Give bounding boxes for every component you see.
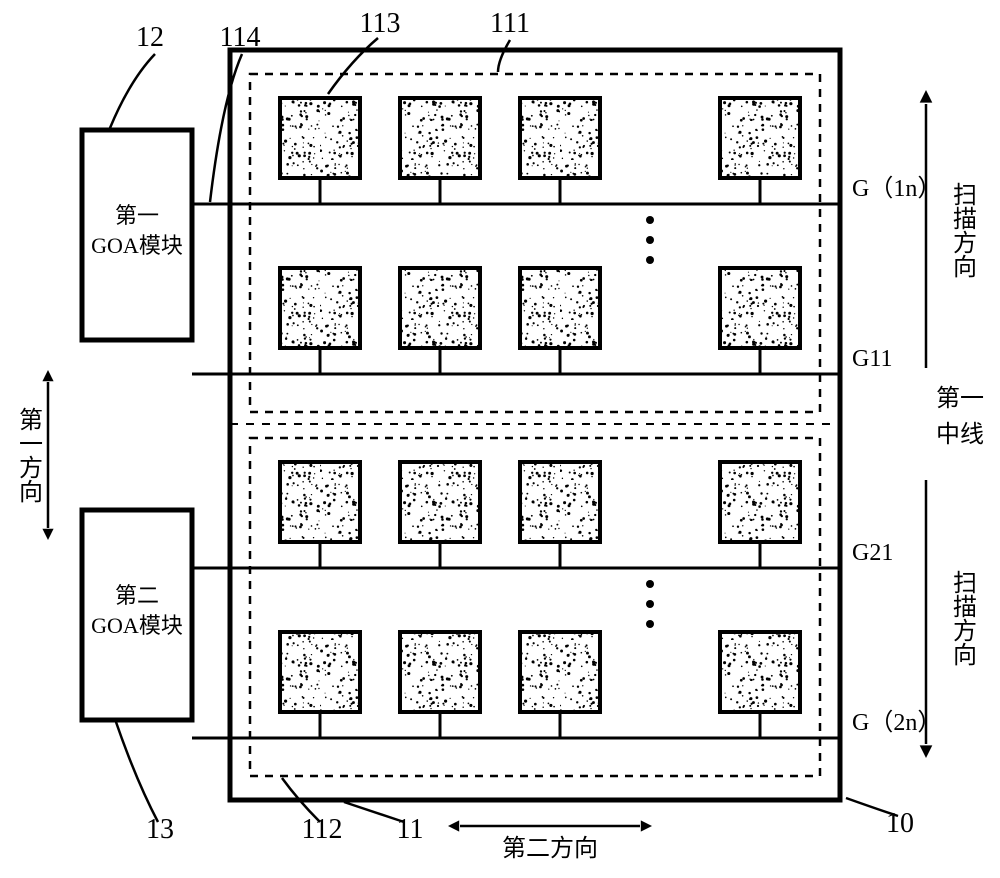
- ref-11: 11: [397, 814, 424, 845]
- goa1: 第一 GOA模块: [82, 130, 192, 340]
- leader-114: [210, 54, 242, 202]
- label-dir-1: 第一方向: [14, 407, 41, 503]
- gate-label: G（2n）: [852, 710, 941, 736]
- ref-112: 112: [302, 814, 343, 845]
- pixel: [520, 632, 600, 738]
- pixel: [280, 632, 360, 738]
- pixel: [720, 462, 800, 568]
- goa-label: 第一: [115, 203, 159, 228]
- pixel: [280, 98, 360, 204]
- pixel: [720, 632, 800, 738]
- ref-113: 113: [360, 8, 401, 39]
- leader-11: [344, 802, 404, 822]
- gate-label: G21: [852, 540, 893, 566]
- label-center-line-1: 第一: [936, 385, 984, 412]
- leader-10: [846, 798, 898, 816]
- label-center-line-2: 中线: [936, 421, 984, 448]
- pixel: [720, 98, 800, 204]
- goa-label: 第二: [115, 583, 159, 608]
- label-dir-2: 第二方向: [502, 835, 598, 862]
- ref-111: 111: [490, 8, 530, 39]
- leader-111: [498, 40, 510, 72]
- goa-label: GOA模块: [91, 613, 183, 638]
- ref-13: 13: [146, 814, 174, 845]
- pixel: [280, 268, 360, 374]
- pixel: [400, 462, 480, 568]
- ref-12: 12: [136, 22, 164, 53]
- gate-label: G（1n）: [852, 176, 941, 202]
- leader-113: [328, 38, 378, 94]
- pixel: [400, 632, 480, 738]
- leader-13: [116, 722, 158, 822]
- pixel: [520, 268, 600, 374]
- pixel: [720, 268, 800, 374]
- pixel: [520, 98, 600, 204]
- ellipsis: [646, 216, 654, 264]
- pixel: [400, 98, 480, 204]
- pixel: [400, 268, 480, 374]
- ellipsis: [646, 580, 654, 628]
- label-scan-lower: 扫描方向: [948, 570, 976, 666]
- pixel: [280, 462, 360, 568]
- gate-label: G11: [852, 346, 892, 372]
- ref-114: 114: [220, 22, 261, 53]
- leader-12: [110, 54, 155, 128]
- goa2: 第二 GOA模块: [82, 510, 192, 720]
- label-scan-upper: 扫描方向: [948, 182, 976, 278]
- pixel: [520, 462, 600, 568]
- goa-label: GOA模块: [91, 233, 183, 258]
